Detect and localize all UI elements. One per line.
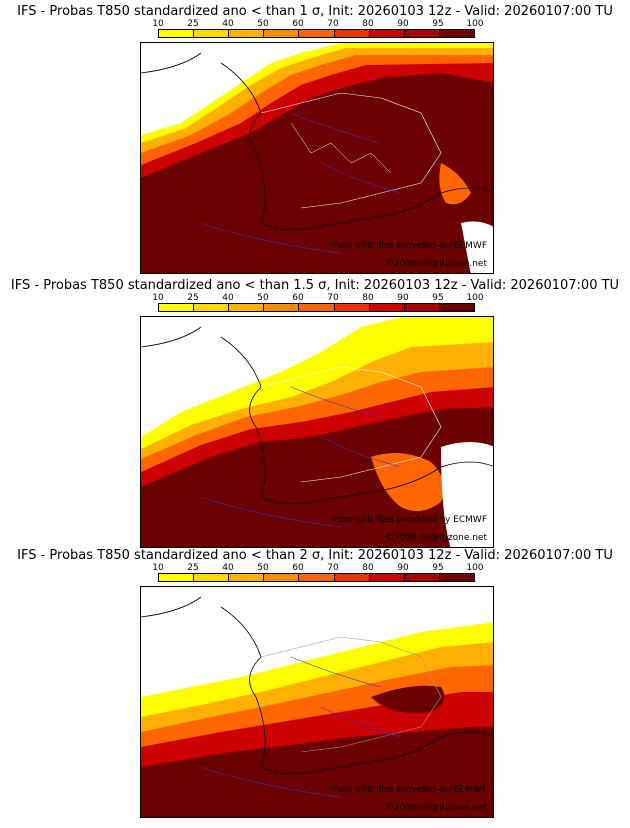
copyright-credit: ©2026 sb@irizone.net <box>385 259 487 269</box>
probability-map: from grib files provided by ECMWF ©2026 … <box>140 42 494 274</box>
colorbar-tick: 40 <box>222 563 234 573</box>
source-credit: from grib files provided by ECMWF <box>331 241 487 251</box>
forecast-panel-3: IFS - Probas T850 standardized ano < tha… <box>0 548 630 818</box>
colorbar-tick: 40 <box>222 293 234 303</box>
colorbar-swatch <box>334 574 370 581</box>
colorbar-tick: 100 <box>466 563 484 573</box>
colorbar-swatch <box>159 30 195 37</box>
colorbar-swatch <box>159 304 195 311</box>
colorbar-swatch <box>264 30 300 37</box>
colorbar-tick: 100 <box>466 293 484 303</box>
colorbar-tick: 80 <box>362 563 374 573</box>
colorbar-tick: 90 <box>397 563 409 573</box>
colorbar-swatch <box>404 574 440 581</box>
colorbar-labels: 10 25 40 50 60 70 80 90 95 100 <box>152 293 495 303</box>
colorbar-tick: 25 <box>187 19 199 29</box>
colorbar-swatch <box>229 30 265 37</box>
colorbar-swatch <box>404 30 440 37</box>
probability-map: from grib files provided by ECMWF ©2026 … <box>140 586 494 818</box>
colorbar-swatch <box>439 30 474 37</box>
colorbar-swatch <box>229 304 265 311</box>
colorbar-swatch <box>404 304 440 311</box>
colorbar-tick: 10 <box>152 563 164 573</box>
colorbar <box>158 303 475 312</box>
source-credit: from grib files provided by ECMWF <box>331 515 487 525</box>
colorbar-tick: 60 <box>292 19 304 29</box>
colorbar-swatch <box>299 574 335 581</box>
colorbar-tick: 50 <box>257 19 269 29</box>
probability-map: from grib files provided by ECMWF ©2026 … <box>140 316 494 548</box>
colorbar-tick: 50 <box>257 563 269 573</box>
colorbar-swatch <box>369 304 405 311</box>
colorbar-tick: 80 <box>362 19 374 29</box>
colorbar-tick: 25 <box>187 563 199 573</box>
colorbar-tick: 95 <box>432 19 444 29</box>
colorbar-swatch <box>439 574 474 581</box>
colorbar-swatch <box>334 30 370 37</box>
colorbar-tick: 25 <box>187 293 199 303</box>
colorbar-tick: 90 <box>397 19 409 29</box>
colorbar-tick: 50 <box>257 293 269 303</box>
colorbar-labels: 10 25 40 50 60 70 80 90 95 100 <box>152 19 495 29</box>
colorbar-swatch <box>264 304 300 311</box>
colorbar-swatch <box>194 574 230 581</box>
copyright-credit: ©2026 sb@irizone.net <box>385 803 487 813</box>
colorbar-tick: 10 <box>152 293 164 303</box>
colorbar-tick: 95 <box>432 563 444 573</box>
colorbar-tick: 95 <box>432 293 444 303</box>
colorbar-tick: 60 <box>292 293 304 303</box>
colorbar-tick: 100 <box>466 19 484 29</box>
colorbar <box>158 573 475 582</box>
colorbar-swatch <box>299 30 335 37</box>
colorbar-labels: 10 25 40 50 60 70 80 90 95 100 <box>152 563 495 573</box>
colorbar <box>158 29 475 38</box>
colorbar-swatch <box>369 574 405 581</box>
colorbar-tick: 70 <box>327 563 339 573</box>
forecast-panel-2: IFS - Probas T850 standardized ano < tha… <box>0 278 630 548</box>
source-credit: from grib files provided by ECMWF <box>331 785 487 795</box>
panel-title: IFS - Probas T850 standardized ano < tha… <box>17 548 613 563</box>
colorbar-tick: 70 <box>327 19 339 29</box>
colorbar-swatch <box>159 574 195 581</box>
colorbar-swatch <box>264 574 300 581</box>
colorbar-swatch <box>194 30 230 37</box>
colorbar-tick: 10 <box>152 19 164 29</box>
colorbar-tick: 60 <box>292 563 304 573</box>
colorbar-tick: 80 <box>362 293 374 303</box>
panel-title: IFS - Probas T850 standardized ano < tha… <box>10 278 620 293</box>
colorbar-swatch <box>334 304 370 311</box>
panel-title: IFS - Probas T850 standardized ano < tha… <box>17 4 613 19</box>
colorbar-tick: 40 <box>222 19 234 29</box>
colorbar-tick: 70 <box>327 293 339 303</box>
colorbar-swatch <box>194 304 230 311</box>
colorbar-tick: 90 <box>397 293 409 303</box>
colorbar-swatch <box>299 304 335 311</box>
colorbar-swatch <box>439 304 474 311</box>
colorbar-swatch <box>369 30 405 37</box>
forecast-panel-1: IFS - Probas T850 standardized ano < tha… <box>0 4 630 274</box>
colorbar-swatch <box>229 574 265 581</box>
copyright-credit: ©2026 sb@irizone.net <box>385 533 487 543</box>
